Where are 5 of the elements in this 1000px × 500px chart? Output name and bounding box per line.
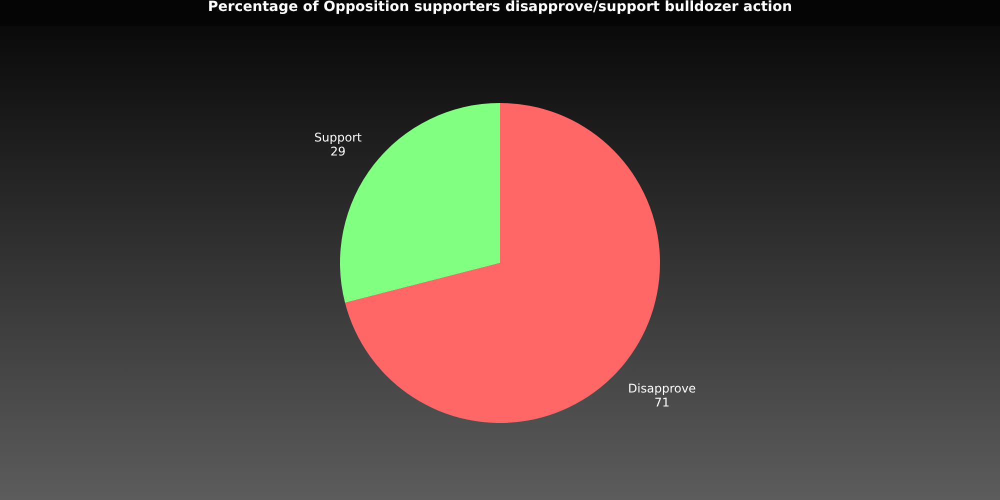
chart-title: Percentage of Opposition supporters disapprove/support bulldozer action — [208, 0, 792, 15]
data-label: 29 — [330, 144, 346, 158]
slice-label: Disapprove — [628, 382, 696, 396]
slice-label: Support — [314, 130, 362, 144]
data-label: 71 — [654, 396, 670, 410]
